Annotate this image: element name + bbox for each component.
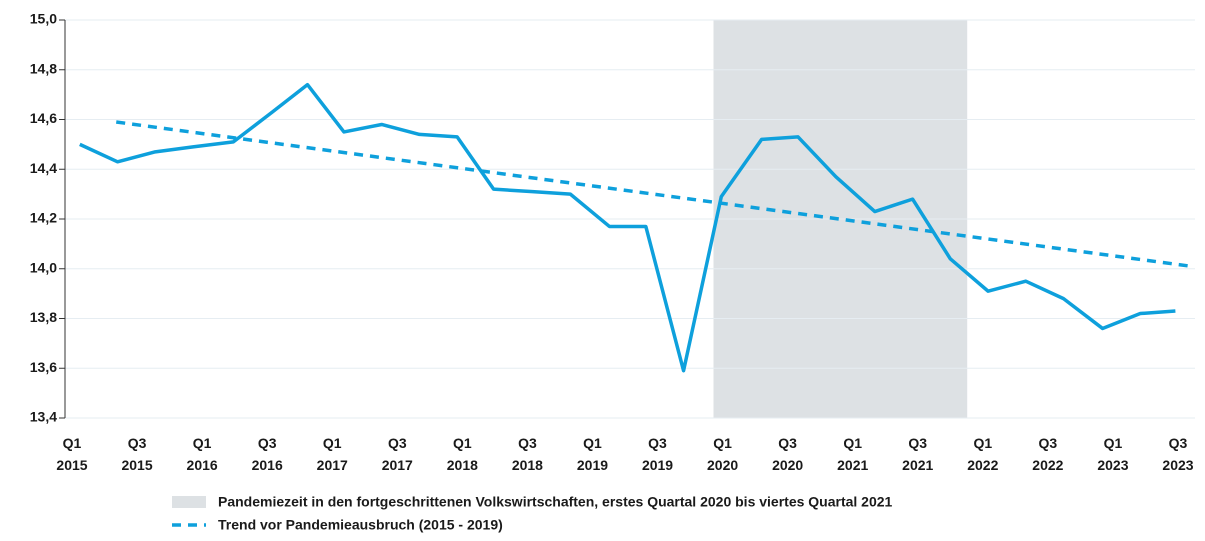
legend-swatch-band: [172, 496, 206, 508]
x-tick-label: Q1 2015: [56, 435, 87, 473]
x-tick-label: Q3 2021: [902, 435, 933, 473]
data-line: [79, 82, 1176, 373]
y-tick-label: 14,0: [30, 259, 57, 275]
y-tick-label: 14,6: [30, 110, 57, 126]
y-tick-label: 14,8: [30, 60, 57, 76]
trend-line: [116, 120, 1192, 268]
y-tick-label: 13,8: [30, 309, 57, 325]
x-tick-label: Q3 2019: [642, 435, 673, 473]
x-tick-label: Q1 2020: [707, 435, 738, 473]
x-tick-label: Q1 2023: [1097, 435, 1128, 473]
y-tick-label: 14,4: [30, 160, 57, 176]
x-tick-label: Q3 2022: [1032, 435, 1063, 473]
x-tick-label: Q1 2018: [447, 435, 478, 473]
x-tick-label: Q3 2016: [252, 435, 283, 473]
x-tick-label: Q1 2021: [837, 435, 868, 473]
legend-label: Trend vor Pandemieausbruch (2015 - 2019): [218, 517, 503, 533]
x-tick-label: Q3 2023: [1162, 435, 1193, 473]
x-tick-label: Q1 2019: [577, 435, 608, 473]
x-tick-label: Q1 2022: [967, 435, 998, 473]
x-tick-label: Q3 2017: [382, 435, 413, 473]
y-tick-label: 14,2: [30, 210, 57, 226]
x-tick-label: Q1 2017: [317, 435, 348, 473]
x-tick-label: Q3 2018: [512, 435, 543, 473]
y-tick-label: 15,0: [30, 11, 57, 27]
x-tick-label: Q1 2016: [187, 435, 218, 473]
x-tick-label: Q3 2020: [772, 435, 803, 473]
legend-label: Pandemiezeit in den fortgeschrittenen Vo…: [218, 494, 893, 510]
y-tick-label: 13,4: [30, 409, 57, 425]
y-tick-label: 13,6: [30, 359, 57, 375]
x-tick-label: Q3 2015: [121, 435, 152, 473]
